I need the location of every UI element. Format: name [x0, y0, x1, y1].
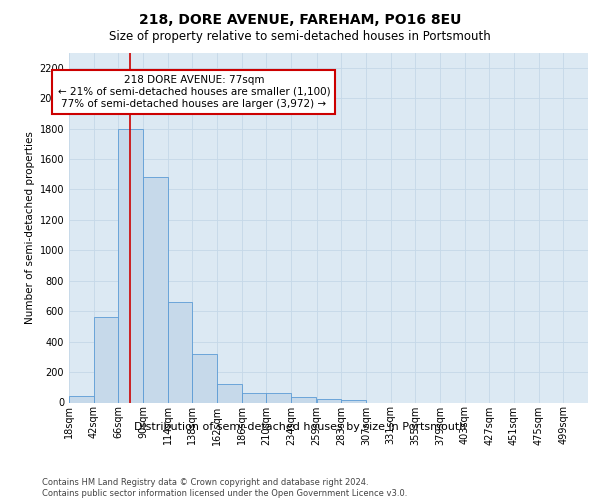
Bar — [94, 318, 118, 402]
Text: Distribution of semi-detached houses by size in Portsmouth: Distribution of semi-detached houses by … — [134, 422, 466, 432]
Bar — [143, 178, 167, 402]
Text: 218, DORE AVENUE, FAREHAM, PO16 8EU: 218, DORE AVENUE, FAREHAM, PO16 8EU — [139, 12, 461, 26]
Bar — [266, 394, 291, 402]
Y-axis label: Number of semi-detached properties: Number of semi-detached properties — [25, 131, 35, 324]
Text: 218 DORE AVENUE: 77sqm
← 21% of semi-detached houses are smaller (1,100)
77% of : 218 DORE AVENUE: 77sqm ← 21% of semi-det… — [58, 76, 330, 108]
Text: Contains HM Land Registry data © Crown copyright and database right 2024.
Contai: Contains HM Land Registry data © Crown c… — [42, 478, 407, 498]
Bar — [118, 128, 143, 402]
Bar — [167, 302, 193, 402]
Bar — [242, 392, 266, 402]
Bar — [341, 400, 366, 402]
Bar — [193, 354, 217, 403]
Bar — [317, 400, 341, 402]
Bar — [217, 384, 242, 402]
Text: Size of property relative to semi-detached houses in Portsmouth: Size of property relative to semi-detach… — [109, 30, 491, 43]
Bar — [291, 397, 316, 402]
Bar — [69, 396, 94, 402]
